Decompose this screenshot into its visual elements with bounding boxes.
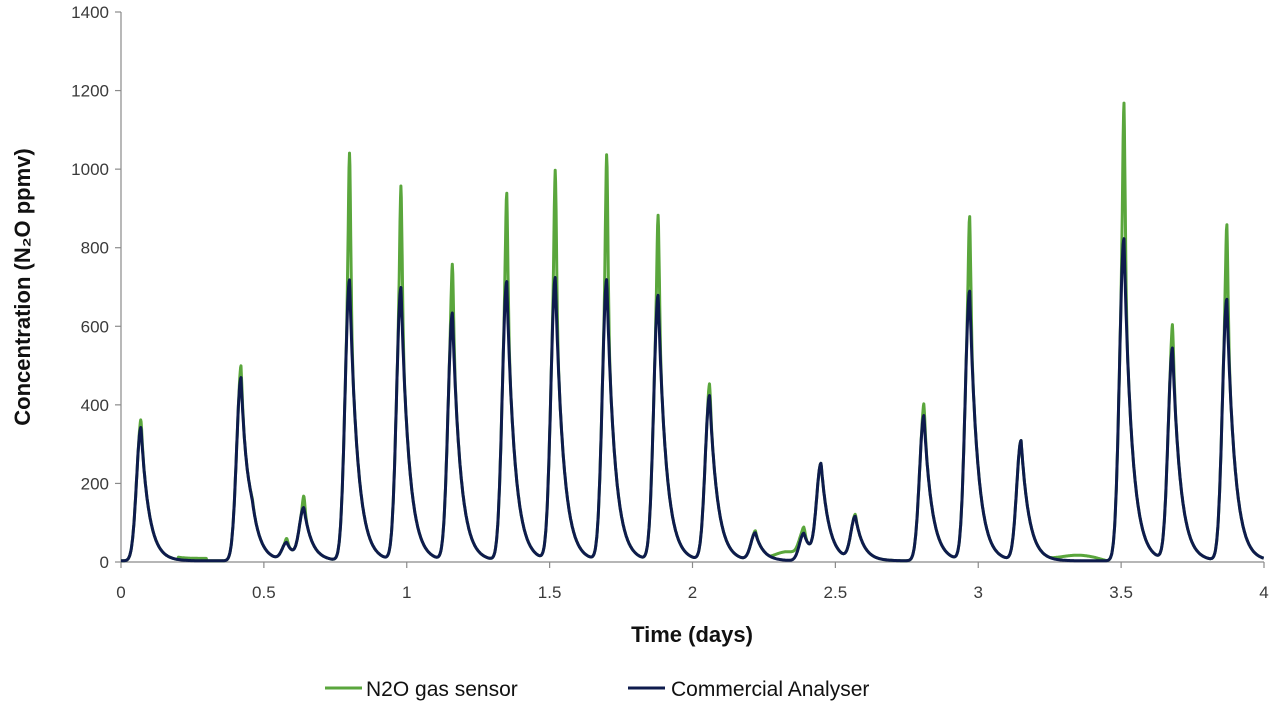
axes [115, 11, 1265, 568]
x-tick-label: 3 [974, 583, 983, 602]
legend: N2O gas sensor Commercial Analyser [325, 678, 869, 701]
tick-labels: 0 200 400 600 800 1000 1200 1400 0 0.5 1 1.5 2 2.5 3 3.… [71, 3, 1269, 602]
x-tick-label: 2.5 [824, 583, 848, 602]
legend-label-n2o-gas-sensor: N2O gas sensor [366, 678, 518, 701]
x-tick-label: 0 [116, 583, 125, 602]
y-tick-label: 0 [100, 553, 109, 572]
y-tick-label: 400 [81, 396, 109, 415]
x-tick-label: 1 [402, 583, 411, 602]
y-tick-label: 800 [81, 239, 109, 258]
legend-label-commercial-analyser: Commercial Analyser [671, 678, 869, 701]
x-tick-label: 3.5 [1109, 583, 1133, 602]
y-tick-label: 600 [81, 317, 109, 336]
series-line-n2o-gas-sensor [119, 101, 1265, 563]
series-lines [119, 101, 1265, 563]
x-tick-label: 4 [1259, 583, 1268, 602]
series-line-commercial-analyser [119, 237, 1265, 563]
y-tick-label: 1000 [71, 160, 109, 179]
y-tick-label: 1400 [71, 3, 109, 22]
x-tick-label: 0.5 [252, 583, 276, 602]
y-tick-label: 200 [81, 474, 109, 493]
y-axis-title: Concentration (N₂O ppmv) [10, 148, 35, 425]
x-tick-label: 1.5 [538, 583, 562, 602]
x-axis-title: Time (days) [631, 622, 753, 647]
y-tick-label: 1200 [71, 82, 109, 101]
x-tick-label: 2 [688, 583, 697, 602]
